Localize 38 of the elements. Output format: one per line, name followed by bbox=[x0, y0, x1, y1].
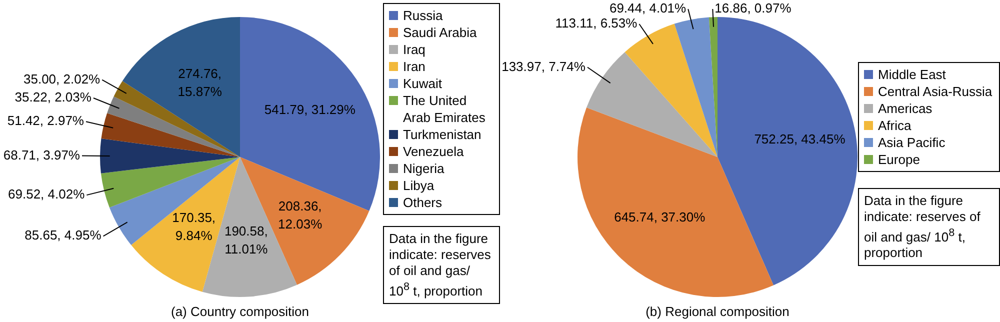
data-label: 208.36, 12.03% bbox=[278, 198, 323, 232]
data-label: 541.79, 31.29% bbox=[264, 102, 356, 118]
legend-label: Turkmenistan bbox=[403, 126, 482, 143]
data-label: 51.42, 2.97% bbox=[7, 113, 84, 128]
legend-label: Middle East bbox=[878, 66, 946, 83]
legend-label: Nigeria bbox=[403, 160, 444, 177]
data-label: 752.25, 43.45% bbox=[754, 131, 846, 146]
data-label: 274.76, 15.87% bbox=[178, 66, 222, 99]
legend-label: Others bbox=[403, 194, 442, 211]
data-label: 69.44, 4.01% bbox=[609, 0, 687, 16]
data-label: 85.65, 4.95% bbox=[24, 228, 102, 243]
legend-label: Libya bbox=[403, 177, 434, 194]
legend-label: Americas bbox=[878, 100, 932, 117]
legend-label: Iran bbox=[403, 58, 426, 75]
data-label: 69.52, 4.02% bbox=[8, 186, 86, 202]
legend-label: Asia Pacific bbox=[878, 134, 946, 151]
data-label: 68.71, 3.97% bbox=[3, 147, 80, 162]
legend-label: Central Asia-Russia bbox=[878, 83, 992, 100]
legend-label: Iraq bbox=[403, 41, 426, 58]
data-label: 35.00, 2.02% bbox=[23, 71, 101, 86]
legend-label: Saudi Arabia bbox=[403, 24, 477, 41]
text: Data in the figure indicate: reserves of oil and gas/ 10$^{8}$ t, proportion bbox=[383, 226, 500, 304]
legend-label: Venezuela bbox=[403, 143, 464, 160]
legend-label: Africa bbox=[878, 117, 912, 134]
data-label: 190.58, 11.01% bbox=[224, 223, 268, 256]
data-label: 170.35, 9.84% bbox=[172, 210, 216, 243]
text: (a) Country composition bbox=[170, 304, 310, 319]
text: Data in the figure indicate: reserves of oil and gas/ 10$^{8}$ t, proportion bbox=[864, 193, 980, 260]
data-label: 133.97, 7.74% bbox=[502, 58, 586, 74]
data-label: 113.11, 6.53% bbox=[555, 16, 638, 31]
data-label: 645.74, 37.30% bbox=[614, 209, 706, 224]
legend-label: Kuwait bbox=[403, 75, 442, 92]
data-label: 35.22, 2.03% bbox=[14, 90, 92, 105]
legend-label: Russia bbox=[403, 7, 443, 24]
legend-label: The United Arab Emirates bbox=[403, 92, 486, 126]
legend-label: Europe bbox=[878, 151, 920, 168]
data-label: 16.86, 0.97% bbox=[714, 0, 792, 16]
text: (b) Regional composition bbox=[644, 304, 790, 319]
